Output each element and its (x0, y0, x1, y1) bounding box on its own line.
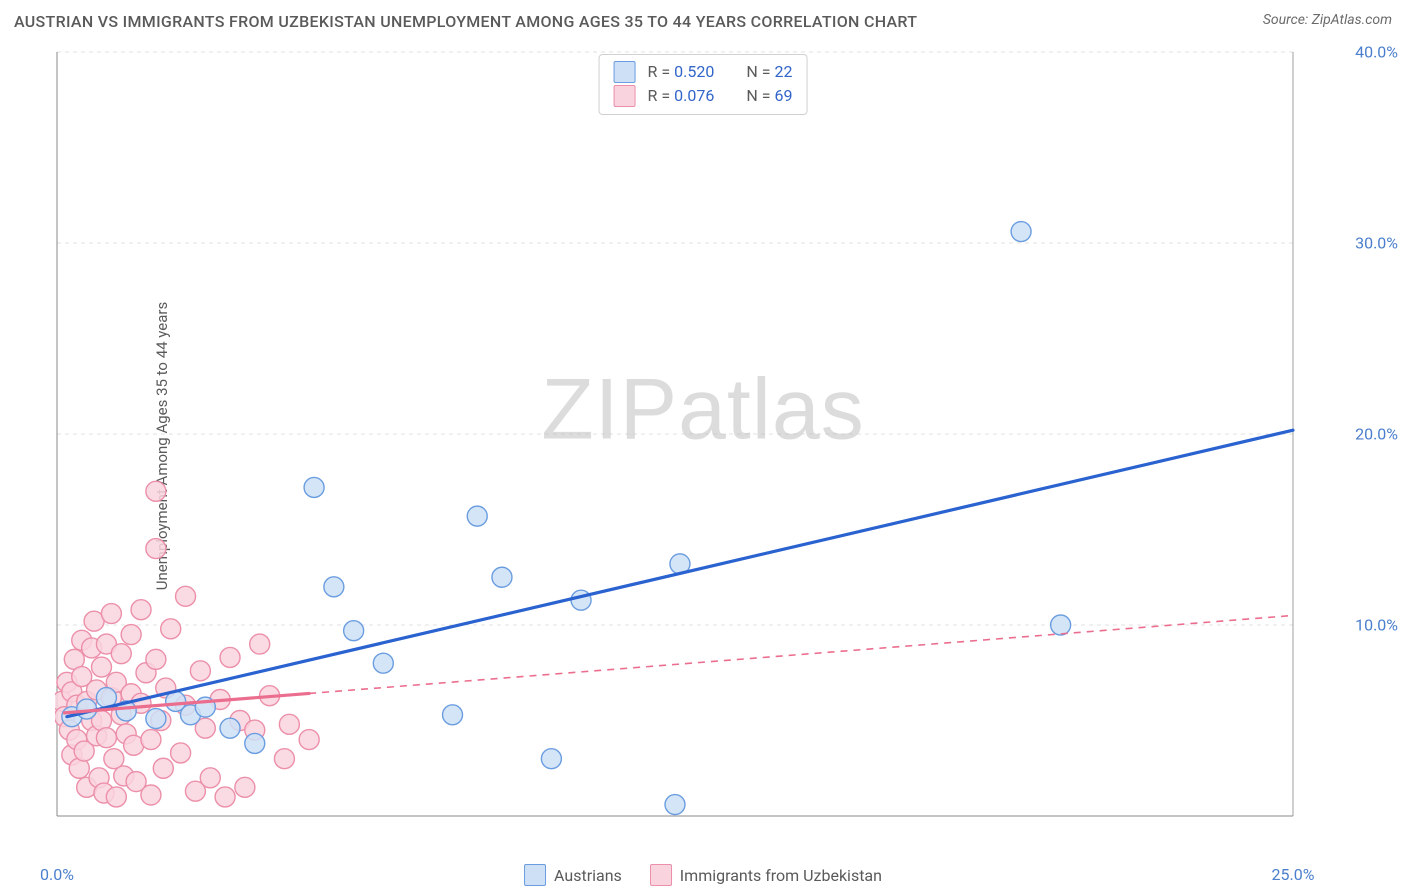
swatch-icon (614, 85, 636, 107)
legend-item: Immigrants from Uzbekistan (650, 864, 882, 886)
scatter-plot (55, 50, 1295, 850)
r-label: R = (648, 86, 671, 105)
source-attribution: Source: ZipAtlas.com (1263, 12, 1392, 28)
y-tick-label: 20.0% (1355, 425, 1398, 444)
r-value: 0.520 (674, 62, 714, 81)
swatch-icon (650, 864, 672, 886)
n-value: 22 (774, 62, 792, 81)
n-value: 69 (774, 86, 792, 105)
r-value: 0.076 (674, 86, 714, 105)
y-tick-label: 40.0% (1355, 43, 1398, 62)
x-tick-label: 0.0% (40, 865, 74, 884)
series-legend: Austrians Immigrants from Uzbekistan (524, 864, 882, 886)
stats-row: R = 0.520 N = 22 (614, 60, 793, 84)
swatch-icon (524, 864, 546, 886)
swatch-icon (614, 61, 636, 83)
chart-title: AUSTRIAN VS IMMIGRANTS FROM UZBEKISTAN U… (14, 12, 917, 31)
y-tick-label: 10.0% (1355, 616, 1398, 635)
y-tick-label: 30.0% (1355, 234, 1398, 253)
x-tick-label: 25.0% (1272, 865, 1315, 884)
n-label: N = (746, 62, 770, 81)
stats-legend: R = 0.520 N = 22 R = 0.076 N = 69 (599, 54, 808, 115)
legend-label: Austrians (554, 866, 622, 885)
legend-label: Immigrants from Uzbekistan (680, 866, 882, 885)
legend-item: Austrians (524, 864, 622, 886)
r-label: R = (648, 62, 671, 81)
stats-row: R = 0.076 N = 69 (614, 84, 793, 108)
n-label: N = (746, 86, 770, 105)
